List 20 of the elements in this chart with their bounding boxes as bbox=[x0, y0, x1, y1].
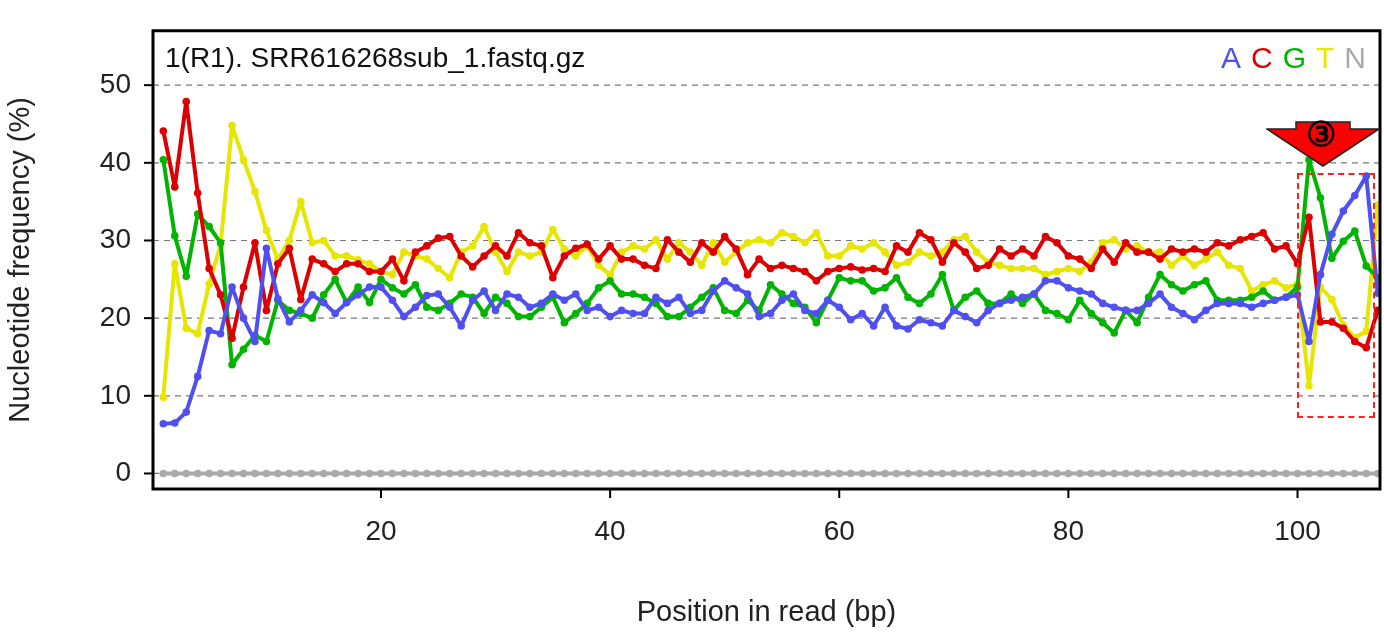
text: N bbox=[1344, 41, 1367, 75]
y-tick-label: 50 bbox=[99, 67, 131, 99]
text: C bbox=[1251, 41, 1273, 75]
annotation: ③ bbox=[1306, 114, 1336, 153]
x-tick-label: 100 bbox=[1274, 514, 1321, 546]
y-tick-label: 40 bbox=[99, 145, 131, 177]
y-tick-label: 20 bbox=[99, 300, 131, 332]
text: G bbox=[1282, 41, 1307, 75]
x-tick-label: 60 bbox=[823, 514, 855, 546]
x-tick-label: 20 bbox=[365, 514, 397, 546]
y-tick-label: 0 bbox=[115, 456, 131, 488]
text: T bbox=[1316, 41, 1335, 75]
chart-title: 1(R1). SRR616268sub_1.fastq.gz bbox=[165, 41, 586, 73]
x-tick-label: 40 bbox=[594, 514, 626, 546]
x-axis-title: Position in read (bp) bbox=[636, 594, 897, 627]
y-tick-label: 10 bbox=[99, 378, 131, 410]
y-tick-label: 30 bbox=[99, 223, 131, 255]
y-axis-title: Nucleotide frequency (%) bbox=[3, 97, 36, 423]
x-tick-label: 80 bbox=[1052, 514, 1084, 546]
text: A bbox=[1221, 41, 1242, 75]
